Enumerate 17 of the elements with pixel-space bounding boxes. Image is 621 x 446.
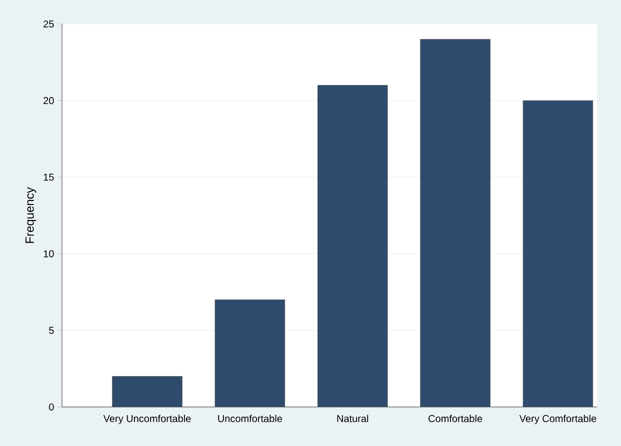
y-tick-label: 20 bbox=[44, 97, 54, 104]
x-tick-label: Very Comfortable bbox=[519, 414, 596, 424]
bar bbox=[317, 85, 388, 407]
bar bbox=[214, 300, 286, 407]
x-tick-label: Natural bbox=[337, 414, 368, 422]
bar bbox=[522, 100, 594, 407]
y-tick-label: 5 bbox=[49, 326, 54, 334]
x-tick-label: Uncomfortable bbox=[218, 414, 282, 422]
bar bbox=[420, 39, 490, 407]
y-tick-label: 10 bbox=[44, 250, 54, 258]
y-tick-label: 15 bbox=[44, 174, 54, 181]
y-tick-label: 25 bbox=[44, 20, 54, 28]
x-tick-label: Comfortable bbox=[428, 414, 482, 422]
x-tick-label: Very Uncomfortable bbox=[103, 414, 191, 424]
y-tick-label: 0 bbox=[49, 403, 54, 411]
bar bbox=[112, 376, 182, 407]
y-axis-title: Frequency bbox=[25, 187, 36, 243]
